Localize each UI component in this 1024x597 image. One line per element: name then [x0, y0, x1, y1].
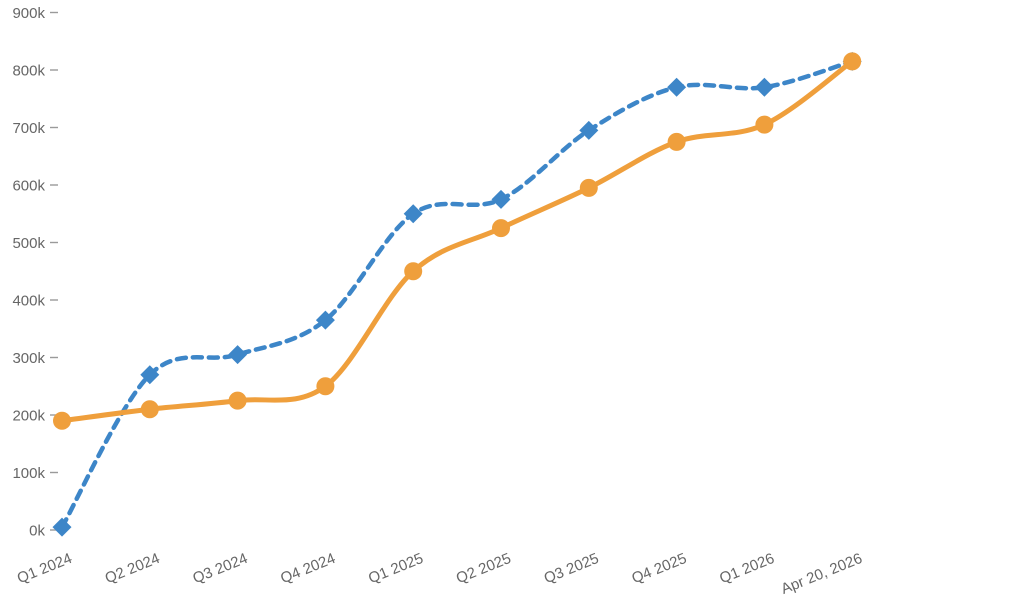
y-axis: 0k 100k 200k 300k 400k 500k 600k 700k 800k 900k [12, 5, 58, 540]
x-axis-label: Apr 20, 2026 [779, 550, 865, 597]
y-axis-label: 100k [12, 465, 45, 482]
data-point-circle[interactable] [755, 115, 774, 134]
x-axis-label: Q3 2024 [190, 550, 250, 587]
data-point-circle[interactable] [404, 262, 423, 281]
data-point-diamond[interactable] [754, 77, 774, 97]
blue-dashed-series [52, 51, 862, 537]
x-axis: Q1 2024 Q2 2024 Q3 2024 Q4 2024 Q1 2025 Q2 20… [15, 550, 865, 597]
data-point-diamond[interactable] [579, 120, 599, 140]
y-axis-label: 0k [29, 523, 45, 540]
data-point-circle[interactable] [492, 219, 510, 238]
y-axis-label: 600k [12, 178, 45, 195]
y-axis-label: 800k [12, 63, 45, 80]
orange-solid-series-line [59, 58, 855, 424]
x-axis-label: Q2 2025 [454, 550, 514, 587]
orange-solid-series [53, 52, 862, 430]
data-point-circle[interactable] [667, 132, 686, 151]
x-axis-label: Q3 2025 [542, 550, 602, 587]
data-point-diamond[interactable] [315, 310, 335, 330]
data-point-circle[interactable] [579, 178, 598, 197]
data-point-diamond[interactable] [491, 189, 511, 209]
y-axis-label: 200k [12, 408, 45, 425]
y-axis-label: 400k [12, 293, 45, 310]
y-axis-label: 700k [12, 120, 45, 137]
x-axis-label: Q4 2025 [629, 550, 689, 587]
y-axis-label: 900k [12, 5, 45, 22]
blue-dashed-series-line [59, 59, 855, 530]
x-axis-label: Q1 2024 [15, 550, 75, 587]
x-axis-label: Q4 2024 [278, 550, 338, 587]
y-axis-label: 500k [12, 235, 45, 252]
data-point-diamond[interactable] [667, 77, 687, 97]
data-point-circle[interactable] [316, 377, 335, 396]
x-axis-label: Q1 2026 [717, 550, 777, 587]
data-point-diamond[interactable] [228, 345, 248, 365]
x-axis-label: Q1 2025 [366, 550, 426, 587]
data-point-diamond[interactable] [140, 365, 160, 385]
data-point-circle[interactable] [53, 411, 71, 430]
data-point-circle[interactable] [228, 391, 247, 410]
y-axis-label: 300k [12, 350, 45, 367]
data-point-circle[interactable] [843, 52, 862, 71]
data-point-circle[interactable] [140, 400, 159, 419]
data-point-diamond[interactable] [52, 517, 72, 537]
x-axis-label: Q2 2024 [103, 550, 163, 587]
data-point-diamond[interactable] [403, 204, 423, 224]
